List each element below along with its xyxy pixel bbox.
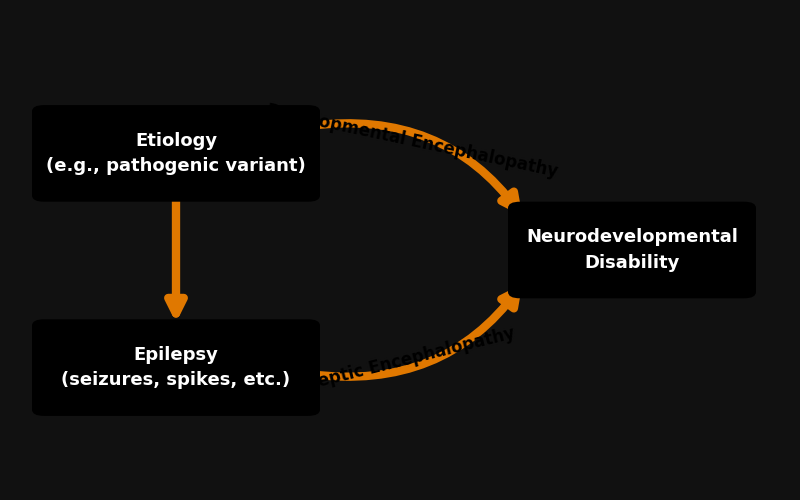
Text: Etiology
(e.g., pathogenic variant): Etiology (e.g., pathogenic variant)	[46, 132, 306, 175]
FancyBboxPatch shape	[508, 202, 756, 298]
Text: Developmental Encephalopathy: Developmental Encephalopathy	[265, 101, 559, 180]
FancyBboxPatch shape	[32, 105, 320, 202]
FancyBboxPatch shape	[32, 320, 320, 416]
Text: Neurodevelopmental
Disability: Neurodevelopmental Disability	[526, 228, 738, 272]
Text: Epilepsy
(seizures, spikes, etc.): Epilepsy (seizures, spikes, etc.)	[62, 346, 290, 389]
Text: Epileptic Encephalopathy: Epileptic Encephalopathy	[283, 324, 517, 398]
